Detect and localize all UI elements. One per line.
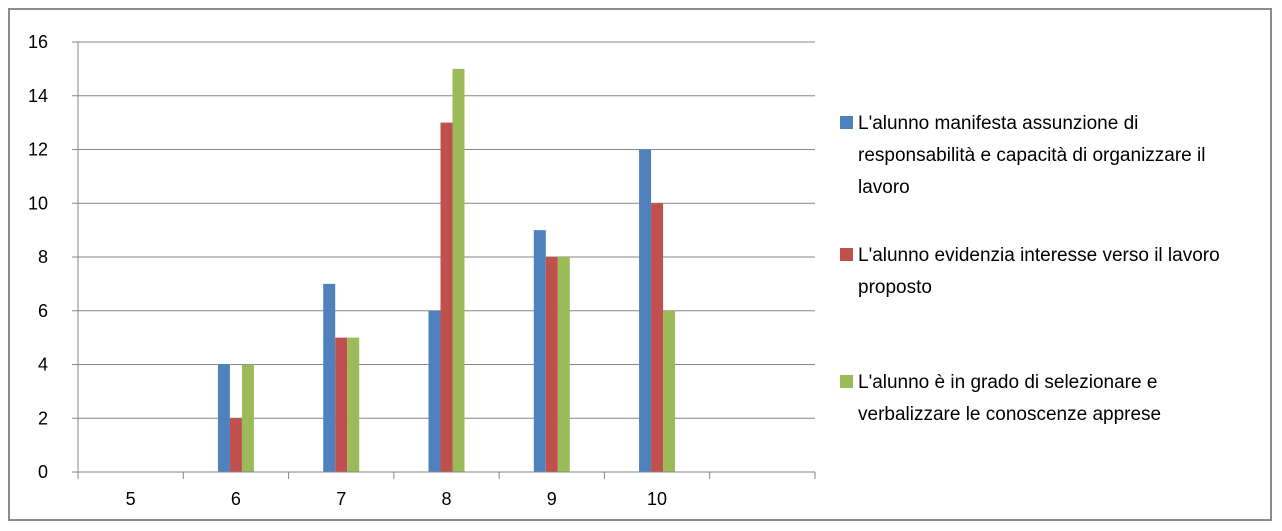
- bar: [651, 203, 664, 472]
- y-tick-label: 16: [28, 32, 48, 52]
- bar: [241, 364, 254, 472]
- legend-label: L'alunno è in grado di selezionare e ver…: [858, 372, 1162, 425]
- bar: [663, 310, 676, 472]
- y-tick-label: 8: [38, 247, 48, 267]
- bar: [323, 283, 336, 472]
- y-tick-label: 6: [38, 301, 48, 321]
- bar: [639, 149, 652, 472]
- y-tick-label: 14: [28, 86, 48, 106]
- x-tick-label: 8: [441, 489, 451, 509]
- x-tick-label: 10: [647, 489, 667, 509]
- legend-swatch: [840, 248, 853, 261]
- x-tick-label: 5: [126, 489, 136, 509]
- y-tick-label: 4: [38, 355, 48, 375]
- bar: [557, 257, 570, 472]
- legend-swatch: [840, 375, 853, 388]
- bars: [217, 68, 676, 472]
- bar: [335, 337, 348, 472]
- bar: [217, 364, 230, 472]
- bar: [452, 68, 465, 472]
- axes: [72, 41, 816, 479]
- legend-label: L'alunno manifesta assunzione di respons…: [858, 113, 1206, 198]
- y-tick-labels: 0 2 4 6 8 10 12 14 16: [28, 32, 48, 482]
- y-tick-label: 10: [28, 193, 48, 213]
- y-tick-label: 2: [38, 408, 48, 428]
- bar: [428, 310, 441, 472]
- bar: [545, 257, 558, 472]
- legend-label: L'alunno evidenzia interesse verso il la…: [858, 245, 1220, 298]
- x-tick-labels: 5 6 7 8 9 10: [126, 489, 667, 509]
- bar: [440, 122, 453, 472]
- x-tick-label: 7: [336, 489, 346, 509]
- x-tick-label: 6: [231, 489, 241, 509]
- bar: [229, 418, 242, 472]
- y-tick-label: 12: [28, 140, 48, 160]
- x-tick-label: 9: [547, 489, 557, 509]
- bar: [347, 337, 360, 472]
- bar: [533, 230, 546, 472]
- y-tick-label: 0: [38, 462, 48, 482]
- legend-swatch: [840, 116, 853, 129]
